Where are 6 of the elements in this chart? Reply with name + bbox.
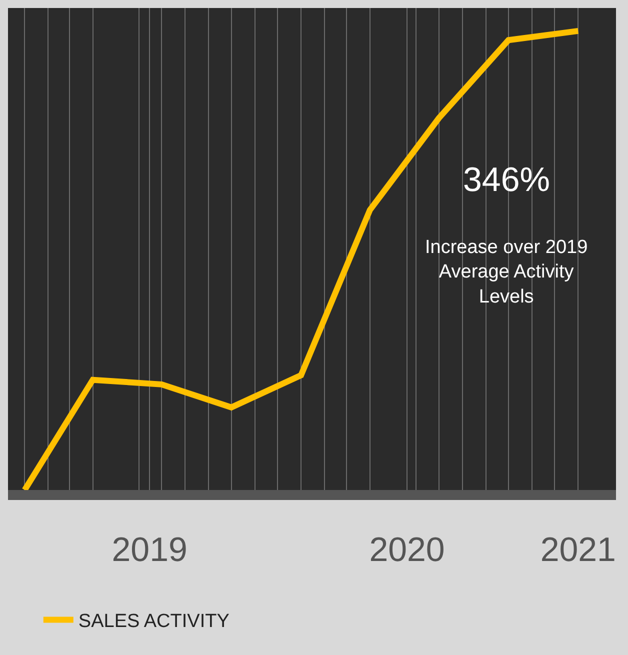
x-tick-label: 2021 — [540, 530, 616, 569]
x-tick-label: 2020 — [369, 530, 445, 569]
legend-label: SALES ACTIVITY — [78, 611, 230, 632]
annotation: Increase over 2019 Average Activity Levels — [425, 237, 588, 308]
annotation: 346% — [463, 161, 550, 199]
x-tick-label: 2019 — [112, 530, 188, 569]
